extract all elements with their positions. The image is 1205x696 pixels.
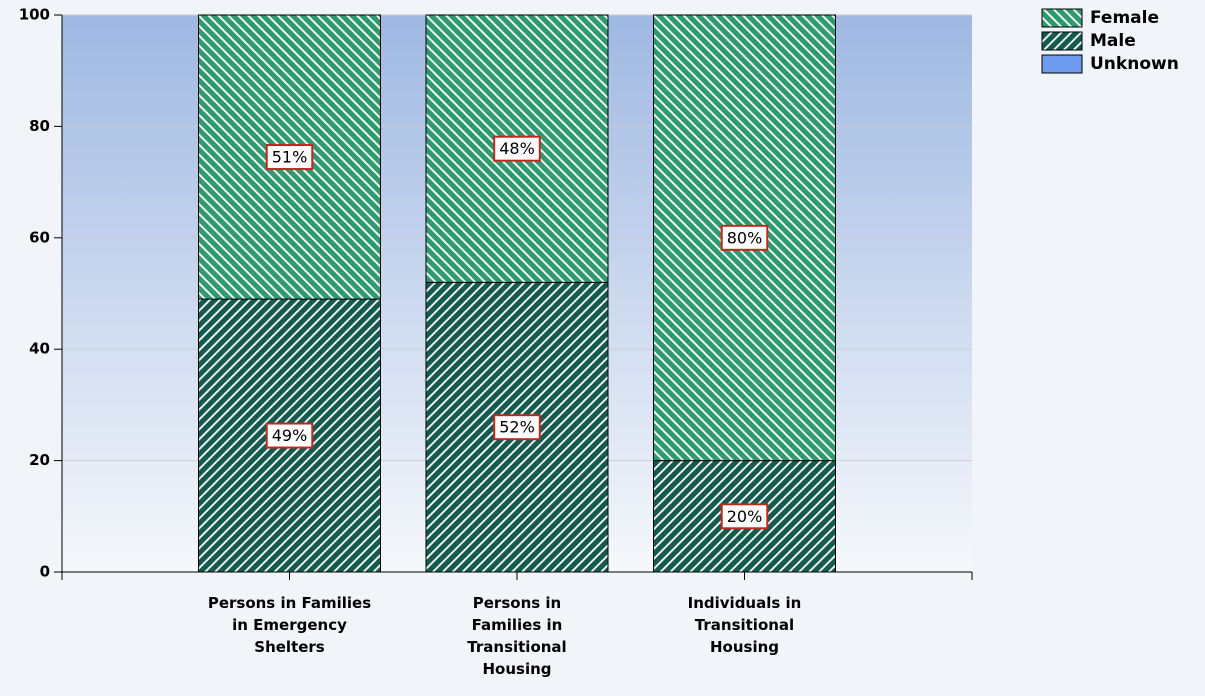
value-label-box bbox=[265, 144, 314, 171]
legend-swatch bbox=[1041, 54, 1083, 74]
y-tick-label: 80 bbox=[29, 117, 50, 135]
value-label-box bbox=[493, 414, 541, 441]
value-label: 48% bbox=[493, 135, 541, 162]
value-label: 51% bbox=[265, 144, 314, 171]
legend-label: Female bbox=[1090, 8, 1159, 28]
y-tick-label: 60 bbox=[29, 228, 50, 246]
value-label-text: 52% bbox=[499, 418, 535, 437]
value-label-text: 49% bbox=[272, 426, 308, 445]
legend-label: Unknown bbox=[1090, 54, 1179, 74]
value-label-box bbox=[265, 422, 314, 449]
value-label-text: 80% bbox=[727, 228, 763, 247]
value-label: 49% bbox=[265, 422, 314, 449]
value-label: 52% bbox=[493, 414, 541, 441]
x-tick-label: Persons in Families in Transitional Hous… bbox=[467, 594, 567, 678]
value-label-box bbox=[493, 135, 541, 162]
value-label-box bbox=[720, 224, 769, 251]
y-tick-label: 0 bbox=[40, 563, 50, 581]
y-tick-label: 20 bbox=[29, 451, 50, 469]
y-tick-label: 40 bbox=[29, 340, 50, 358]
y-tick-label: 100 bbox=[19, 6, 50, 24]
legend-swatch bbox=[1041, 8, 1083, 28]
x-tick-label: Persons in Families in Emergency Shelter… bbox=[207, 594, 372, 656]
legend-label: Male bbox=[1090, 31, 1136, 51]
value-label-text: 48% bbox=[499, 139, 535, 158]
value-label-text: 51% bbox=[272, 148, 308, 167]
value-label-text: 20% bbox=[727, 507, 763, 526]
x-tick-label: Individuals in Transitional Housing bbox=[687, 594, 802, 656]
value-label: 80% bbox=[720, 224, 769, 251]
legend-swatch bbox=[1041, 31, 1083, 51]
value-label: 20% bbox=[720, 503, 769, 530]
value-label-box bbox=[720, 503, 769, 530]
